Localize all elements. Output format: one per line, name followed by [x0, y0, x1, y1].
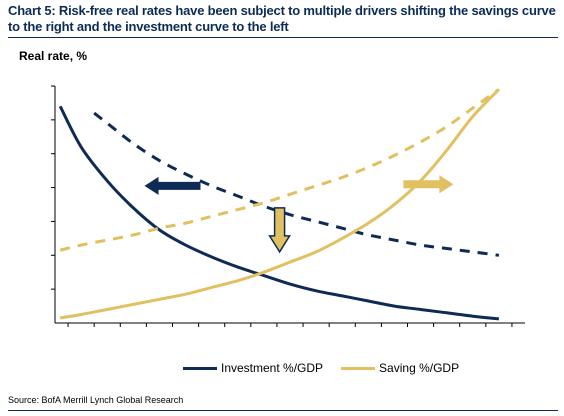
- axes: [51, 85, 525, 327]
- title-divider: [8, 37, 558, 38]
- y-axis-label: Real rate, %: [19, 49, 88, 63]
- legend-label-investment: Investment %/GDP: [221, 361, 324, 375]
- series-line-1: [93, 111, 500, 257]
- legend: Investment %/GDP Saving %/GDP: [183, 361, 477, 375]
- series-line-2: [59, 88, 500, 320]
- source-divider: [8, 410, 558, 411]
- arrow-layer: [144, 175, 454, 254]
- chart-title: Chart 5: Risk-free real rates have been …: [8, 3, 556, 34]
- series-line-3: [59, 88, 500, 252]
- saving-shift-right-arrow: [403, 175, 454, 194]
- legend-swatch-saving: [341, 366, 376, 370]
- rate-decline-down-arrow: [268, 207, 291, 254]
- investment-shift-left-arrow: [144, 176, 201, 195]
- legend-label-saving: Saving %/GDP: [379, 361, 460, 375]
- legend-item-saving: Saving %/GDP: [341, 361, 459, 375]
- legend-item-investment: Investment %/GDP: [183, 361, 323, 375]
- legend-swatch-investment: [183, 366, 217, 370]
- series-layer: [58, 88, 500, 321]
- source-note: Source: BofA Merrill Lynch Global Resear…: [8, 395, 184, 405]
- series-line-0: [58, 105, 500, 321]
